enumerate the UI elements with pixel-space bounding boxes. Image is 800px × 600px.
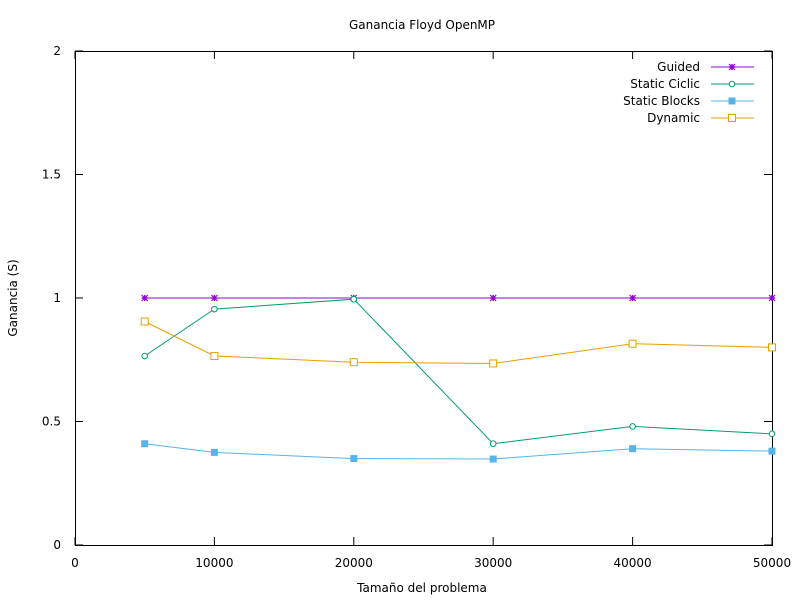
data-point (350, 455, 358, 463)
legend-label: Static Blocks (623, 94, 700, 108)
data-point (349, 358, 358, 367)
legend-entry: Dynamic (647, 111, 754, 125)
data-point (210, 448, 218, 456)
y-tick-label: 2 (53, 44, 61, 58)
series-dynamic (140, 317, 776, 368)
x-tick-label: 0 (71, 556, 79, 570)
data-point (211, 305, 218, 313)
data-point (728, 114, 736, 122)
data-point (768, 447, 776, 455)
y-tick-label: 0.5 (42, 415, 61, 429)
data-point (768, 343, 776, 352)
data-point (629, 294, 637, 302)
series-static-blocks (141, 440, 776, 463)
x-tick-label: 40000 (614, 556, 652, 570)
data-point (728, 97, 736, 105)
x-tick-label: 10000 (195, 556, 233, 570)
chart-title: Ganancia Floyd OpenMP (349, 18, 495, 32)
legend-entry: Guided (657, 60, 754, 74)
legend: Guided Static Ciclic Static Blocks Dynamic (623, 60, 754, 125)
series-static-ciclic (141, 295, 776, 448)
series-line (144, 298, 773, 445)
y-tick-label: 1 (53, 291, 61, 305)
x-tick-label: 20000 (335, 556, 373, 570)
data-point (141, 440, 149, 448)
series-line (144, 321, 773, 365)
data-point (489, 359, 498, 368)
data-point (210, 352, 219, 361)
x-tick-label: 30000 (474, 556, 512, 570)
legend-entry: Static Blocks (623, 94, 754, 108)
data-point (210, 294, 218, 302)
data-point (141, 294, 149, 302)
x-axis-label: Tamaño del problema (356, 581, 487, 595)
legend-entry: Static Ciclic (630, 77, 754, 91)
x-tick-label: 50000 (753, 556, 791, 570)
y-tick-label: 0 (53, 538, 61, 552)
data-point (141, 352, 148, 360)
data-point (489, 294, 497, 302)
legend-label: Dynamic (647, 111, 700, 125)
data-point (489, 455, 497, 463)
axis-ticks: 0 10000 20000 30000 40000 50000 0 0.5 1 1.5 2 (42, 44, 791, 570)
data-point (629, 445, 637, 453)
data-point (489, 440, 497, 448)
data-point (768, 430, 776, 438)
data-point (350, 295, 358, 303)
y-tick-label: 1.5 (42, 168, 61, 182)
data-point (140, 317, 149, 326)
series-group (140, 294, 776, 463)
data-point (768, 294, 776, 302)
legend-label: Guided (657, 60, 700, 74)
series-guided (141, 294, 776, 302)
data-point (728, 63, 736, 71)
legend-label: Static Ciclic (630, 77, 700, 91)
y-axis-label: Ganancia (S) (6, 259, 20, 336)
data-point (629, 423, 636, 430)
data-point (728, 80, 736, 88)
series-line (144, 443, 773, 460)
data-point (628, 339, 637, 348)
